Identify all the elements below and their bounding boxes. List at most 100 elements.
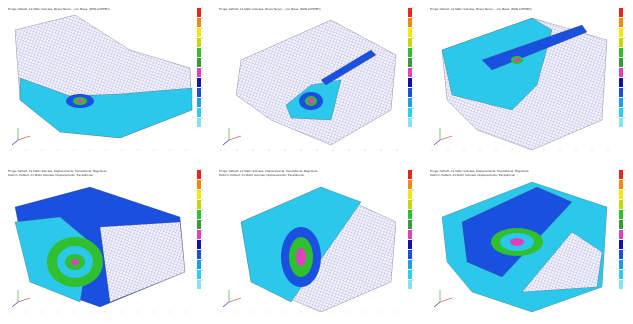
legend-swatch: [408, 280, 412, 289]
legend-swatch: [197, 200, 201, 209]
legend-swatch: [619, 230, 623, 239]
grid-dot: [301, 150, 302, 151]
grid-dot: [106, 312, 107, 313]
legend-swatch: [619, 210, 623, 219]
grid-dot: [608, 150, 609, 151]
grid-dot: [464, 312, 465, 313]
grid-dot: [608, 312, 609, 313]
grid-dot: [122, 150, 123, 151]
legend-swatch: [408, 8, 412, 17]
grid-dot: [544, 150, 545, 151]
legend-swatch: [408, 58, 412, 67]
legend-swatch: [197, 210, 201, 219]
stress-contour: [308, 98, 314, 104]
grid-dot: [464, 150, 465, 151]
legend-swatch: [619, 88, 623, 97]
grid-dot: [528, 150, 529, 151]
grid-dot: [237, 312, 238, 313]
page: Fringe: Default, A1:Static Subcase, Stre…: [0, 0, 633, 324]
grid-dot: [560, 150, 561, 151]
legend-swatch: [619, 190, 623, 199]
grid-dot: [122, 312, 123, 313]
axis-triad: [440, 136, 452, 140]
grid-dot: [186, 312, 187, 313]
panel-header: Deform: Default, A1:Static Subcase, Disp…: [219, 173, 304, 177]
grid-dot: [349, 150, 350, 151]
grid-dot: [186, 150, 187, 151]
panel-header: Fringe: Default, A1:Static Subcase, Disp…: [219, 169, 318, 173]
legend-swatch: [197, 28, 201, 37]
legend-swatch: [197, 230, 201, 239]
legend-swatch: [197, 38, 201, 47]
legend-swatch: [619, 18, 623, 27]
legend-swatch: [197, 190, 201, 199]
legend-swatch: [197, 260, 201, 269]
grid-dot: [365, 150, 366, 151]
legend-swatch: [619, 250, 623, 259]
legend-swatch: [619, 200, 623, 209]
model-region: [236, 20, 396, 145]
grid-dot: [333, 150, 334, 151]
legend-swatch: [197, 170, 201, 179]
legend-swatch: [619, 260, 623, 269]
legend-swatch: [408, 118, 412, 127]
legend-swatch: [619, 270, 623, 279]
legend-swatch: [408, 108, 412, 117]
grid-dot: [42, 312, 43, 313]
legend-swatch: [408, 48, 412, 57]
axis-triad: [223, 140, 229, 145]
grid-dot: [138, 312, 139, 313]
grid-dot: [528, 312, 529, 313]
legend-swatch: [619, 180, 623, 189]
legend-swatch: [408, 38, 412, 47]
grid-dot: [221, 312, 222, 313]
grid-dot: [10, 150, 11, 151]
legend-swatch: [197, 88, 201, 97]
screenshot: Fringe: Default, A1:Static Subcase, Stre…: [0, 0, 633, 324]
grid-dot: [269, 312, 270, 313]
legend-swatch: [197, 8, 201, 17]
legend-swatch: [197, 250, 201, 259]
legend-swatch: [197, 68, 201, 77]
axis-triad: [12, 140, 18, 145]
legend-swatch: [197, 108, 201, 117]
grid-dot: [90, 312, 91, 313]
legend-swatch: [408, 220, 412, 229]
stress-contour: [514, 58, 520, 62]
grid-dot: [221, 150, 222, 151]
grid-dot: [26, 150, 27, 151]
result-panel: Fringe: Default, A1:Static Subcase, Stre…: [219, 7, 414, 151]
legend-swatch: [197, 240, 201, 249]
legend-swatch: [619, 28, 623, 37]
legend-swatch: [619, 118, 623, 127]
panel-header: Fringe: Default, A1:Static Subcase, Stre…: [219, 7, 321, 11]
grid-dot: [365, 312, 366, 313]
grid-dot: [10, 312, 11, 313]
grid-dot: [170, 312, 171, 313]
legend-swatch: [408, 240, 412, 249]
legend-swatch: [619, 170, 623, 179]
legend-swatch: [408, 210, 412, 219]
grid-dot: [496, 150, 497, 151]
grid-dot: [138, 150, 139, 151]
legend-swatch: [408, 28, 412, 37]
grid-dot: [432, 312, 433, 313]
model-region: [100, 222, 185, 302]
legend-swatch: [197, 18, 201, 27]
grid-dot: [592, 312, 593, 313]
grid-dot: [512, 312, 513, 313]
grid-dot: [42, 150, 43, 151]
axis-triad: [440, 298, 452, 302]
axis-triad: [18, 298, 30, 302]
grid-dot: [448, 150, 449, 151]
legend-swatch: [197, 280, 201, 289]
axis-triad: [434, 140, 440, 145]
grid-dot: [253, 150, 254, 151]
legend-swatch: [619, 8, 623, 17]
grid-dot: [285, 312, 286, 313]
legend-swatch: [408, 250, 412, 259]
legend-swatch: [619, 58, 623, 67]
legend-swatch: [197, 220, 201, 229]
grid-dot: [237, 150, 238, 151]
grid-dot: [397, 312, 398, 313]
